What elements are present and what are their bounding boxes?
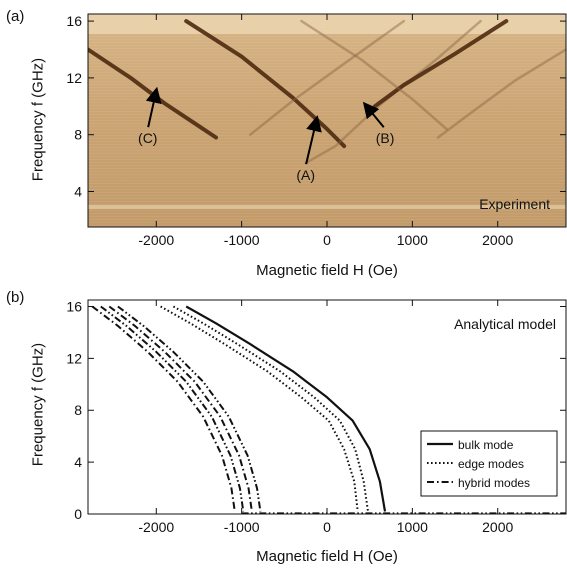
- panel-a-y-tick-label: 12: [66, 70, 82, 86]
- panel-a-scanlines: [88, 14, 566, 227]
- feature-0: [184, 19, 347, 149]
- legend: bulk mode edge modes hybrid modes: [420, 430, 558, 497]
- panel-b-y-tick-label: 0: [74, 506, 82, 522]
- panel-b-y-tick-label: 12: [66, 350, 82, 366]
- panel-b-x-tick-label: -2000: [138, 519, 174, 535]
- panel-a-y-tick-label: 4: [74, 184, 82, 200]
- panel-a-y-tick-label: 8: [74, 127, 82, 143]
- panel-b-x-tick-label: 0: [323, 519, 331, 535]
- panel-a-annotation: Experiment: [479, 196, 550, 212]
- panel-b-x-tick-label: -1000: [224, 519, 260, 535]
- annotation-arrow: [145, 86, 162, 128]
- arrow-label: (B): [376, 130, 395, 146]
- legend-label: edge modes: [458, 457, 524, 471]
- annotation-arrow: [362, 101, 385, 128]
- feature-6: [300, 19, 448, 131]
- legend-box: [420, 430, 558, 497]
- panel-a-top-band: [88, 14, 566, 34]
- panel-b-y-tick-label: 4: [74, 454, 82, 470]
- legend-label: bulk mode: [458, 438, 514, 452]
- panel-a-axes: -2000 -1000 0 1000 2000 4 8 12 16: [66, 13, 567, 248]
- feature-2: [372, 19, 509, 109]
- panel-b-annotation: Analytical model: [454, 316, 556, 332]
- panel-b-y-tick-label: 8: [74, 402, 82, 418]
- panel-b-xlabel: Magnetic field H (Oe): [256, 548, 398, 565]
- legend-label: hybrid modes: [458, 476, 530, 490]
- panel-a: -2000 -1000 0 1000 2000 4 8 12 16 Experiment (A)…: [66, 13, 567, 248]
- arrow-label: (C): [138, 130, 157, 146]
- series-line-5: [100, 305, 245, 512]
- panel-a-x-tick-label: -2000: [138, 232, 174, 248]
- panel-a-bottom-band: [88, 205, 566, 209]
- panel-a-y-tick-label: 16: [66, 13, 82, 29]
- series-line-0: [185, 305, 387, 512]
- annotation-arrow: [305, 115, 322, 165]
- panel-a-x-tick-label: 1000: [397, 232, 428, 248]
- panel-b-series: [91, 305, 566, 514]
- panel-a-arrows: (A) (B) (C): [138, 86, 395, 183]
- panel-b-x-tick-label: 2000: [482, 519, 513, 535]
- series-line-3: [117, 305, 262, 512]
- panel-b: -2000 -1000 0 1000 2000 0 4 8 12 16 Analytical mo…: [66, 298, 567, 535]
- panel-b-label: (b): [6, 289, 25, 306]
- panel-b-y-tick-label: 16: [66, 298, 82, 314]
- series-line-4: [108, 305, 253, 512]
- panel-a-x-tick-label: -1000: [224, 232, 260, 248]
- feature-3: [88, 47, 218, 140]
- panel-b-axes: -2000 -1000 0 1000 2000 0 4 8 12 16: [66, 298, 567, 535]
- panel-a-label: (a): [6, 8, 25, 25]
- arrow-label: (A): [296, 167, 315, 183]
- feature-5: [248, 19, 406, 136]
- feature-4: [436, 48, 566, 139]
- series-line-1: [172, 305, 369, 512]
- panel-a-x-tick-label: 0: [323, 232, 331, 248]
- series-line-6: [91, 305, 236, 512]
- panel-b-x-tick-label: 1000: [397, 519, 428, 535]
- panel-a-xlabel: Magnetic field H (Oe): [256, 262, 398, 279]
- panel-a-x-tick-label: 2000: [482, 232, 513, 248]
